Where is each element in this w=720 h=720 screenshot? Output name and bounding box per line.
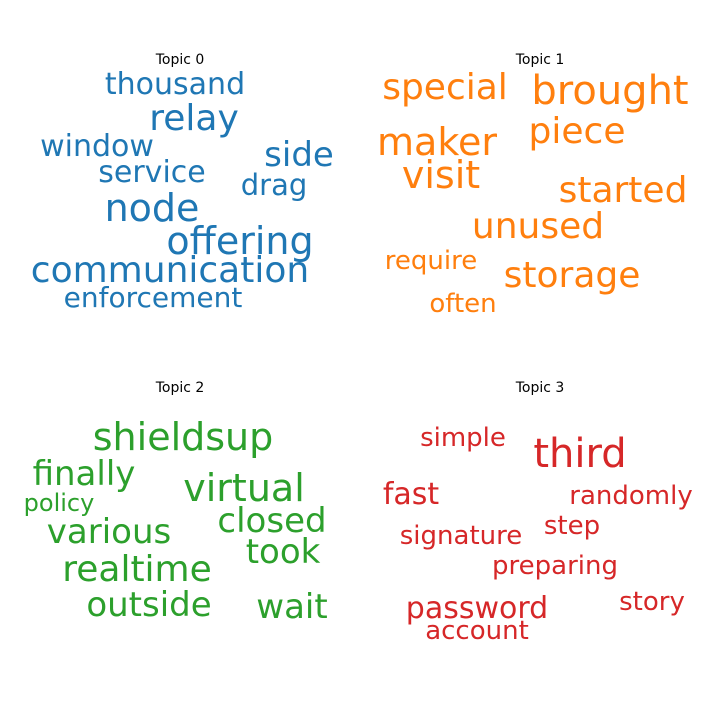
topic-0-word-relay: relay xyxy=(149,98,239,140)
topic-1-word-piece: piece xyxy=(528,111,626,153)
topic-3-word-preparing: preparing xyxy=(492,550,618,581)
topic-1-word-brought: brought xyxy=(531,68,689,114)
topic-1-word-often: often xyxy=(429,288,497,319)
topic-0-word-thousand: thousand xyxy=(104,66,246,102)
topic-3-word-simple: simple xyxy=(420,422,506,453)
topic-1-word-visit: visit xyxy=(401,153,481,198)
topic-1-word-unused: unused xyxy=(471,206,605,248)
topic-3-word-step: step xyxy=(543,510,601,541)
topic-1-word-maker: maker xyxy=(377,120,497,165)
topic-1-word-started: started xyxy=(558,170,688,212)
topic-2-panel: Topic 2 shieldsup finally virtual policy clo… xyxy=(0,328,360,688)
topic-2-word-various: various xyxy=(46,512,172,553)
topic-1-word-require: require xyxy=(384,245,478,276)
topic-0-word-window: window xyxy=(40,128,154,164)
topic-2-word-outside: outside xyxy=(86,585,212,626)
topic-0-word-side: side xyxy=(264,135,334,176)
topic-0-word-communication: communication xyxy=(30,250,310,292)
topic-1-word-special: special xyxy=(382,67,508,109)
topic-1-word-storage: storage xyxy=(503,255,641,297)
topic-1-title: Topic 1 xyxy=(515,52,565,68)
topic-2-word-finally: finally xyxy=(32,454,136,495)
topic-0-panel: Topic 0 thousand relay window side service dr… xyxy=(0,0,360,360)
topic-1-panel: Topic 1 special brought maker piece visit sta… xyxy=(360,0,720,360)
topic-3-word-account: account xyxy=(425,615,529,646)
topic-3-word-story: story xyxy=(619,586,685,617)
topic-3-panel: Topic 3 simple third fast randomly signature… xyxy=(360,328,720,688)
topic-2-word-realtime: realtime xyxy=(62,549,212,591)
topic-0-word-node: node xyxy=(104,186,200,231)
topic-3-word-signature: signature xyxy=(399,520,523,551)
topic-0-title: Topic 0 xyxy=(155,52,205,68)
topic-2-word-closed: closed xyxy=(217,501,327,542)
topic-0-word-offering: offering xyxy=(166,219,314,264)
topic-3-word-third: third xyxy=(533,431,627,477)
topic-3-word-password: password xyxy=(405,590,549,626)
topic-0-word-drag: drag xyxy=(240,168,308,203)
topic-2-word-shieldsup: shieldsup xyxy=(92,415,274,460)
topic-3-word-randomly: randomly xyxy=(569,480,693,511)
topic-2-title: Topic 2 xyxy=(155,380,205,396)
topic-2-word-wait: wait xyxy=(256,587,328,628)
topic-0-word-service: service xyxy=(98,154,206,190)
topic-2-word-virtual: virtual xyxy=(183,466,305,511)
topic-2-word-took: took xyxy=(245,532,321,573)
topic-3-word-fast: fast xyxy=(382,476,440,512)
topic-3-title: Topic 3 xyxy=(515,380,565,396)
topic-2-word-policy: policy xyxy=(23,488,95,517)
topic-0-word-enforcement: enforcement xyxy=(63,280,243,314)
